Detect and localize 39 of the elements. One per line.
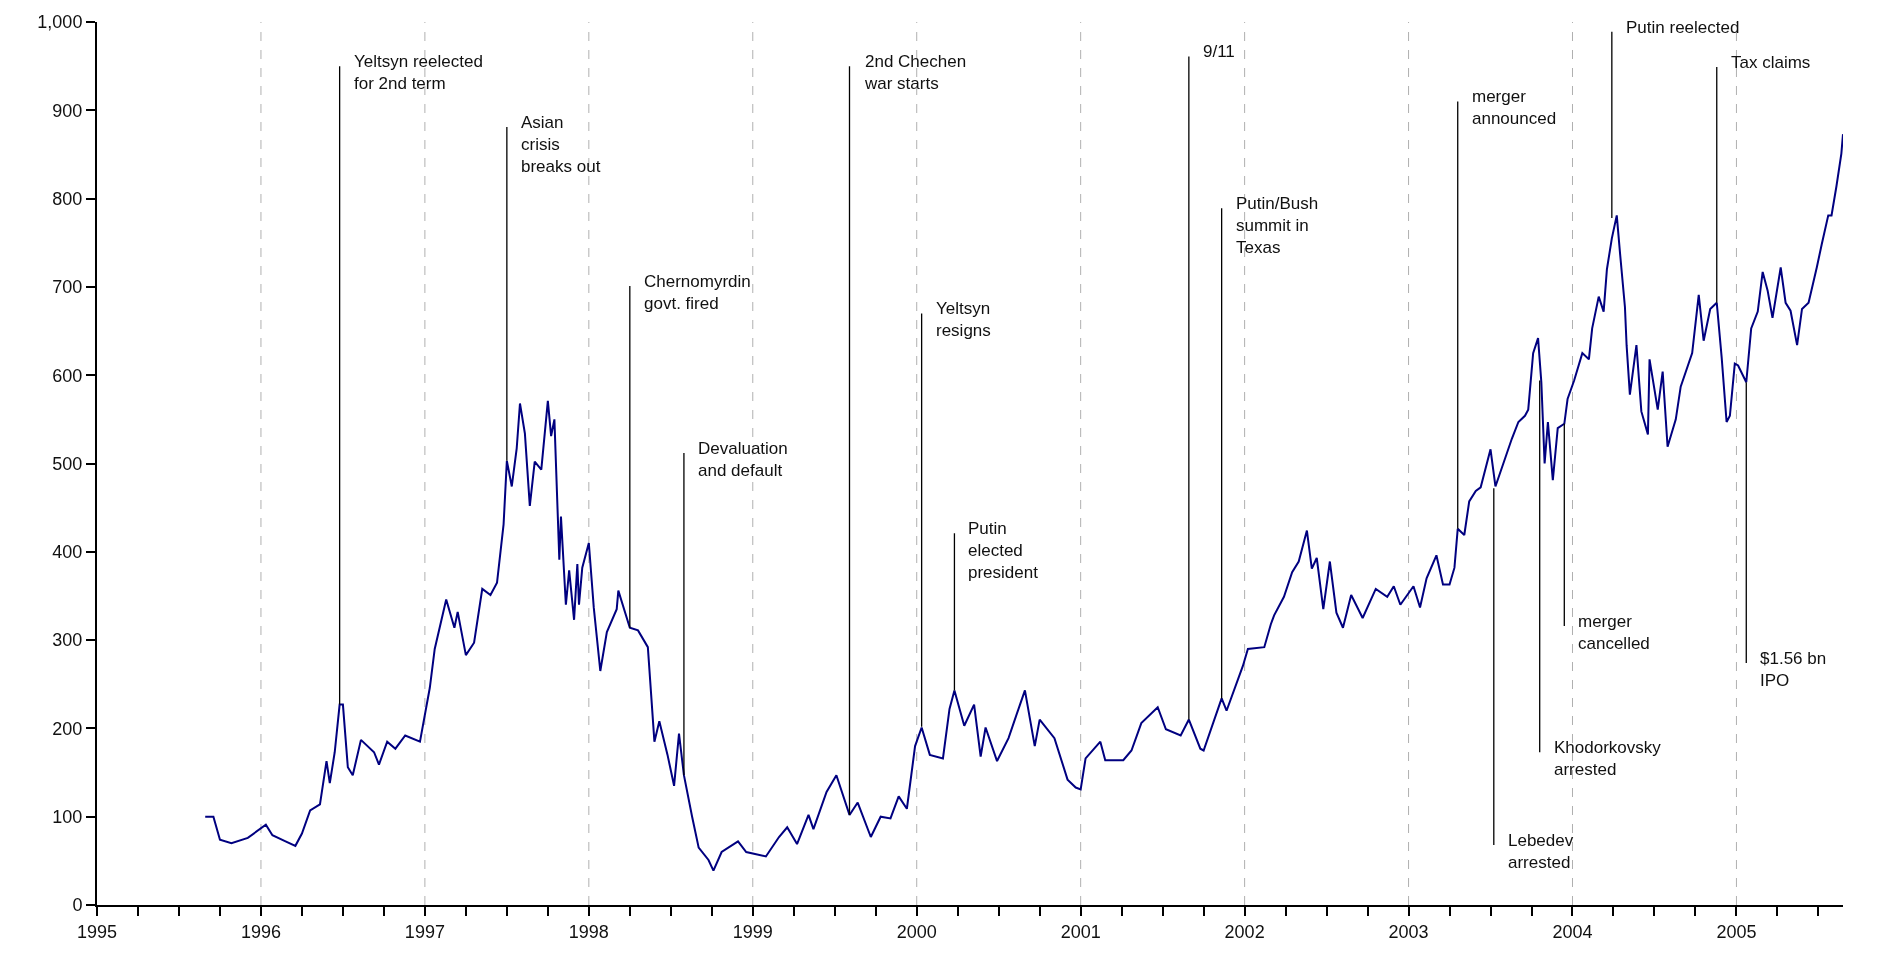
y-tick-label: 100 (52, 807, 83, 827)
y-tick-label: 400 (52, 542, 83, 563)
y-tick-label: 700 (52, 277, 83, 298)
annotation: Khodorkovsky arrested (1554, 738, 1662, 780)
x-tick-label: 1997 (404, 921, 445, 942)
annotation: Chernomyrdin govt. fired (644, 272, 751, 314)
annotation: Asian crisis breaks out (521, 113, 601, 177)
y-tick-label: 600 (52, 365, 83, 386)
x-tick-label: 2005 (1716, 921, 1757, 942)
y-tick-label: 0 (72, 895, 83, 916)
annotation: Tax claims (1731, 53, 1811, 72)
line-series (204, 133, 1843, 872)
annotation: $1.56 bn IPO (1760, 649, 1827, 691)
annotation: Yeltsyn resigns (936, 299, 991, 341)
annotation: Putin/Bush summit in Texas (1236, 194, 1319, 258)
x-tick-label: 2004 (1552, 921, 1593, 942)
annotation: Devaluation and default (698, 439, 788, 481)
x-tick-label: 2001 (1060, 921, 1101, 942)
annotation: Putin reelected (1626, 18, 1740, 37)
y-tick-label: 300 (52, 630, 83, 651)
x-tick-label: 1995 (76, 921, 118, 942)
annotation: Yeltsyn reelected for 2nd term (354, 52, 483, 94)
x-tick-label: 1999 (732, 921, 773, 942)
annotation: Lebedev arrested (1508, 831, 1574, 873)
y-tick-label: 900 (52, 100, 83, 121)
y-tick-label: 200 (52, 718, 83, 739)
x-tick-label: 2003 (1388, 921, 1429, 942)
x-tick-label: 2002 (1224, 921, 1265, 942)
x-tick-label: 2000 (896, 921, 937, 942)
annotation: merger cancelled (1578, 612, 1650, 654)
annotation: 2nd Chechen war starts (864, 52, 967, 94)
x-tick-label: 1998 (568, 921, 609, 942)
annotation: merger announced (1472, 87, 1557, 129)
annotation: 9/11 (1203, 42, 1235, 61)
y-tick-label: 1,000 (37, 12, 83, 33)
annotation: Putin elected president (968, 519, 1039, 583)
x-tick-label: 1996 (240, 921, 281, 942)
y-tick-label: 800 (52, 188, 83, 209)
y-tick-label: 500 (52, 453, 83, 474)
